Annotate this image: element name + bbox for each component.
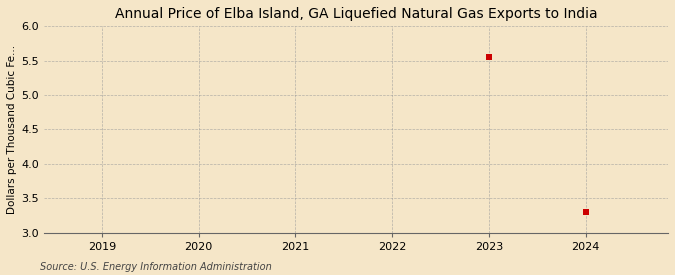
- Y-axis label: Dollars per Thousand Cubic Fe...: Dollars per Thousand Cubic Fe...: [7, 45, 17, 214]
- Title: Annual Price of Elba Island, GA Liquefied Natural Gas Exports to India: Annual Price of Elba Island, GA Liquefie…: [115, 7, 597, 21]
- Text: Source: U.S. Energy Information Administration: Source: U.S. Energy Information Administ…: [40, 262, 272, 272]
